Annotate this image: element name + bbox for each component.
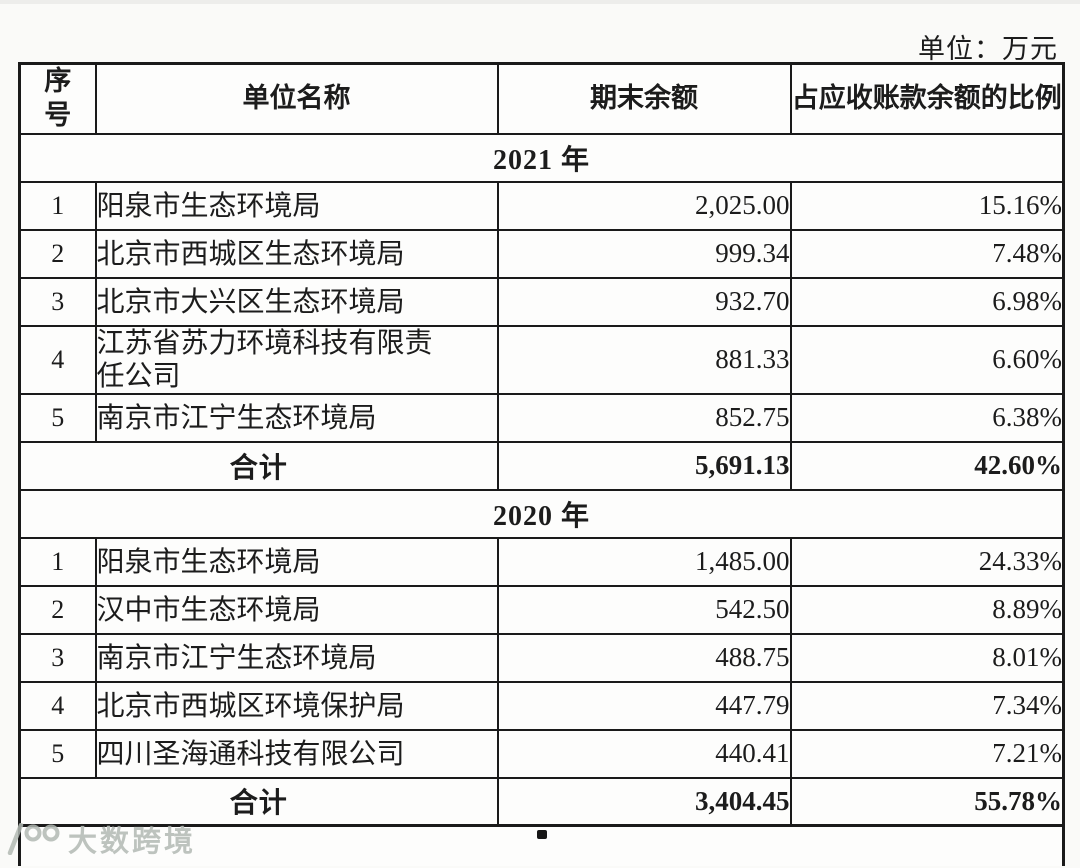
row-seq: 2 [18, 228, 97, 279]
row-unit-name-text: 北京市西城区环境保护局 [96, 691, 405, 723]
row-balance: 881.33 [496, 324, 792, 395]
row-seq: 5 [18, 728, 97, 779]
row-unit-name-text: 北京市西城区生态环境局 [96, 239, 405, 271]
row-unit-name-text: 四川圣海通科技有限公司 [96, 739, 405, 771]
row-seq: 1 [18, 536, 97, 587]
row-unit-name: 汉中市生态环境局 [94, 584, 499, 635]
row-unit-name: 阳泉市生态环境局 [94, 536, 499, 587]
table-row: 5 南京市江宁生态环境局 852.75 6.38% [18, 392, 1065, 443]
header-seq-label: 序号 [44, 66, 72, 130]
row-ratio: 8.01% [789, 632, 1065, 683]
table-body: 2021 年 1 阳泉市生态环境局 2,025.00 15.16% 2 北京市西城区生态环境… [18, 132, 1065, 827]
header-ending-balance: 期末余额 [496, 62, 792, 135]
row-unit-name-text: 阳泉市生态环境局 [96, 547, 321, 579]
row-unit-name: 四川圣海通科技有限公司 [94, 728, 499, 779]
year-section-row: 2020 年 [18, 488, 1065, 539]
row-ratio: 6.98% [789, 276, 1065, 327]
row-ratio: 7.21% [789, 728, 1065, 779]
row-unit-name-text: 北京市大兴区生态环境局 [96, 287, 405, 319]
row-ratio: 7.48% [789, 228, 1065, 279]
receivables-table: 序号 单位名称 期末余额 占应收账款余额的比例 2021 年 1 阳泉市生态环境局 2… [18, 62, 1065, 866]
table-row: 2 汉中市生态环境局 542.50 8.89% [18, 584, 1065, 635]
row-balance: 852.75 [496, 392, 792, 443]
unit-label: 单位：万元 [918, 34, 1058, 64]
row-unit-name: 北京市西城区生态环境局 [94, 228, 499, 279]
row-ratio: 6.38% [789, 392, 1065, 443]
total-balance: 5,691.13 [496, 440, 792, 491]
row-balance: 447.79 [496, 680, 792, 731]
next-section-cutoff-cell [19, 824, 1064, 866]
row-unit-name: 南京市江宁生态环境局 [94, 392, 499, 443]
table-row: 5 四川圣海通科技有限公司 440.41 7.21% [18, 728, 1065, 779]
row-seq: 4 [18, 324, 97, 395]
total-balance: 3,404.45 [496, 776, 792, 827]
total-ratio: 42.60% [789, 440, 1065, 491]
row-ratio: 24.33% [789, 536, 1065, 587]
total-label: 合计 [18, 440, 499, 491]
table-row: 3 南京市江宁生态环境局 488.75 8.01% [18, 632, 1065, 683]
table-row: 4 北京市西城区环境保护局 447.79 7.34% [18, 680, 1065, 731]
row-unit-name-text: 江苏省苏力环境科技有限责任公司 [96, 327, 433, 392]
row-unit-name-text: 南京市江宁生态环境局 [96, 403, 377, 435]
row-unit-name: 北京市大兴区生态环境局 [94, 276, 499, 327]
row-balance: 1,485.00 [496, 536, 792, 587]
row-unit-name: 南京市江宁生态环境局 [94, 632, 499, 683]
row-seq: 3 [18, 632, 97, 683]
row-seq: 5 [18, 392, 97, 443]
row-seq: 2 [18, 584, 97, 635]
header-receivables-ratio: 占应收账款余额的比例 [789, 62, 1065, 135]
row-seq: 3 [18, 276, 97, 327]
table-row: 2 北京市西城区生态环境局 999.34 7.48% [18, 228, 1065, 279]
year-header: 2020 年 [18, 488, 1065, 539]
header-row: 序号 单位名称 期末余额 占应收账款余额的比例 [18, 62, 1065, 135]
row-seq: 4 [18, 680, 97, 731]
table-row: 4 江苏省苏力环境科技有限责任公司 881.33 6.60% [18, 324, 1065, 395]
row-balance: 488.75 [496, 632, 792, 683]
row-unit-name: 北京市西城区环境保护局 [94, 680, 499, 731]
cutoff-text-tip [536, 830, 547, 839]
row-unit-name-text: 汉中市生态环境局 [96, 595, 321, 627]
total-row: 合计 5,691.13 42.60% [18, 440, 1065, 491]
header-unit-name: 单位名称 [94, 62, 499, 135]
table-row: 3 北京市大兴区生态环境局 932.70 6.98% [18, 276, 1065, 327]
row-balance: 542.50 [496, 584, 792, 635]
total-row: 合计 3,404.45 55.78% [18, 776, 1065, 827]
table-row: 1 阳泉市生态环境局 2,025.00 15.16% [18, 180, 1065, 231]
header-seq: 序号 [18, 62, 97, 135]
row-balance: 440.41 [496, 728, 792, 779]
row-balance: 999.34 [496, 228, 792, 279]
next-section-cutoff-row [19, 824, 1064, 866]
row-ratio: 7.34% [789, 680, 1065, 731]
table-header: 序号 单位名称 期末余额 占应收账款余额的比例 [18, 62, 1065, 135]
year-header: 2021 年 [18, 132, 1065, 183]
row-unit-name: 阳泉市生态环境局 [94, 180, 499, 231]
row-balance: 2,025.00 [496, 180, 792, 231]
row-unit-name-text: 南京市江宁生态环境局 [96, 643, 377, 675]
total-ratio: 55.78% [789, 776, 1065, 827]
row-ratio: 8.89% [789, 584, 1065, 635]
table-row: 1 阳泉市生态环境局 1,485.00 24.33% [18, 536, 1065, 587]
total-label: 合计 [18, 776, 499, 827]
row-seq: 1 [18, 180, 97, 231]
row-unit-name: 江苏省苏力环境科技有限责任公司 [94, 324, 499, 395]
row-balance: 932.70 [496, 276, 792, 327]
row-ratio: 6.60% [789, 324, 1065, 395]
year-section-row: 2021 年 [18, 132, 1065, 183]
row-unit-name-text: 阳泉市生态环境局 [96, 191, 321, 223]
row-ratio: 15.16% [789, 180, 1065, 231]
